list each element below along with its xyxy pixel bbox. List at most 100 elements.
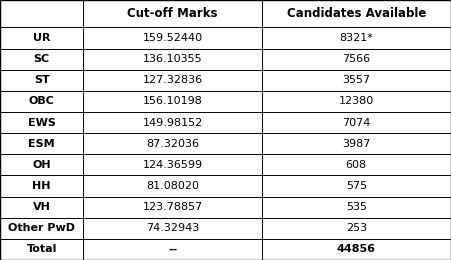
Bar: [83, 28, 262, 49]
Text: 44856: 44856: [337, 244, 376, 255]
Text: --: --: [168, 244, 177, 255]
Bar: [262, 154, 451, 176]
Bar: [83, 49, 262, 70]
Bar: [0, 28, 83, 49]
Text: 81.08020: 81.08020: [146, 181, 199, 191]
Bar: [262, 0, 451, 28]
Bar: [0, 154, 83, 176]
Bar: [83, 218, 262, 239]
Bar: [83, 112, 262, 133]
Bar: [83, 0, 262, 28]
Bar: [0, 112, 83, 133]
Bar: [0, 49, 83, 70]
Text: 123.78857: 123.78857: [143, 202, 202, 212]
Bar: [83, 154, 262, 176]
Bar: [0, 197, 83, 218]
Text: 3557: 3557: [342, 75, 370, 85]
Bar: [0, 112, 83, 133]
Bar: [262, 176, 451, 197]
Bar: [262, 133, 451, 154]
Text: Total: Total: [27, 244, 57, 255]
Bar: [262, 70, 451, 91]
Text: 136.10355: 136.10355: [143, 54, 202, 64]
Bar: [0, 197, 83, 218]
Text: Candidates Available: Candidates Available: [286, 7, 426, 20]
Text: OH: OH: [32, 160, 51, 170]
Bar: [262, 91, 451, 112]
Bar: [0, 133, 83, 154]
Bar: [83, 91, 262, 112]
Bar: [262, 28, 451, 49]
Text: 253: 253: [346, 223, 367, 233]
Text: 535: 535: [346, 202, 367, 212]
Bar: [83, 133, 262, 154]
Bar: [83, 70, 262, 91]
Text: SC: SC: [34, 54, 50, 64]
Bar: [83, 49, 262, 70]
Text: 87.32036: 87.32036: [146, 139, 199, 149]
Text: 608: 608: [346, 160, 367, 170]
Text: ESM: ESM: [28, 139, 55, 149]
Bar: [0, 0, 83, 28]
Bar: [262, 154, 451, 176]
Bar: [83, 154, 262, 176]
Bar: [0, 154, 83, 176]
Bar: [0, 176, 83, 197]
Bar: [262, 218, 451, 239]
Bar: [0, 176, 83, 197]
Bar: [0, 218, 83, 239]
Bar: [262, 0, 451, 28]
Text: 156.10198: 156.10198: [143, 96, 202, 106]
Bar: [262, 197, 451, 218]
Text: EWS: EWS: [28, 118, 55, 128]
Text: Other PwD: Other PwD: [8, 223, 75, 233]
Text: OBC: OBC: [29, 96, 55, 106]
Bar: [0, 70, 83, 91]
Bar: [0, 49, 83, 70]
Bar: [262, 239, 451, 260]
Bar: [83, 239, 262, 260]
Bar: [0, 91, 83, 112]
Text: UR: UR: [33, 33, 51, 43]
Bar: [83, 197, 262, 218]
Bar: [83, 218, 262, 239]
Bar: [262, 28, 451, 49]
Text: 74.32943: 74.32943: [146, 223, 199, 233]
Bar: [262, 49, 451, 70]
Bar: [83, 197, 262, 218]
Text: VH: VH: [33, 202, 51, 212]
Text: 124.36599: 124.36599: [143, 160, 202, 170]
Bar: [262, 176, 451, 197]
Text: 575: 575: [346, 181, 367, 191]
Bar: [0, 0, 83, 28]
Bar: [83, 176, 262, 197]
Text: 8321*: 8321*: [339, 33, 373, 43]
Bar: [0, 218, 83, 239]
Text: Cut-off Marks: Cut-off Marks: [127, 7, 218, 20]
Text: 127.32836: 127.32836: [143, 75, 202, 85]
Bar: [0, 91, 83, 112]
Bar: [83, 0, 262, 28]
Text: 159.52440: 159.52440: [143, 33, 202, 43]
Bar: [262, 197, 451, 218]
Bar: [83, 28, 262, 49]
Bar: [262, 49, 451, 70]
Bar: [0, 239, 83, 260]
Bar: [83, 70, 262, 91]
Text: 7074: 7074: [342, 118, 370, 128]
Bar: [83, 239, 262, 260]
Bar: [83, 91, 262, 112]
Text: 7566: 7566: [342, 54, 370, 64]
Bar: [83, 176, 262, 197]
Bar: [83, 112, 262, 133]
Bar: [262, 91, 451, 112]
Bar: [0, 133, 83, 154]
Bar: [262, 133, 451, 154]
Text: 3987: 3987: [342, 139, 370, 149]
Text: ST: ST: [34, 75, 50, 85]
Text: HH: HH: [32, 181, 51, 191]
Bar: [262, 112, 451, 133]
Text: 149.98152: 149.98152: [143, 118, 202, 128]
Bar: [262, 112, 451, 133]
Bar: [262, 239, 451, 260]
